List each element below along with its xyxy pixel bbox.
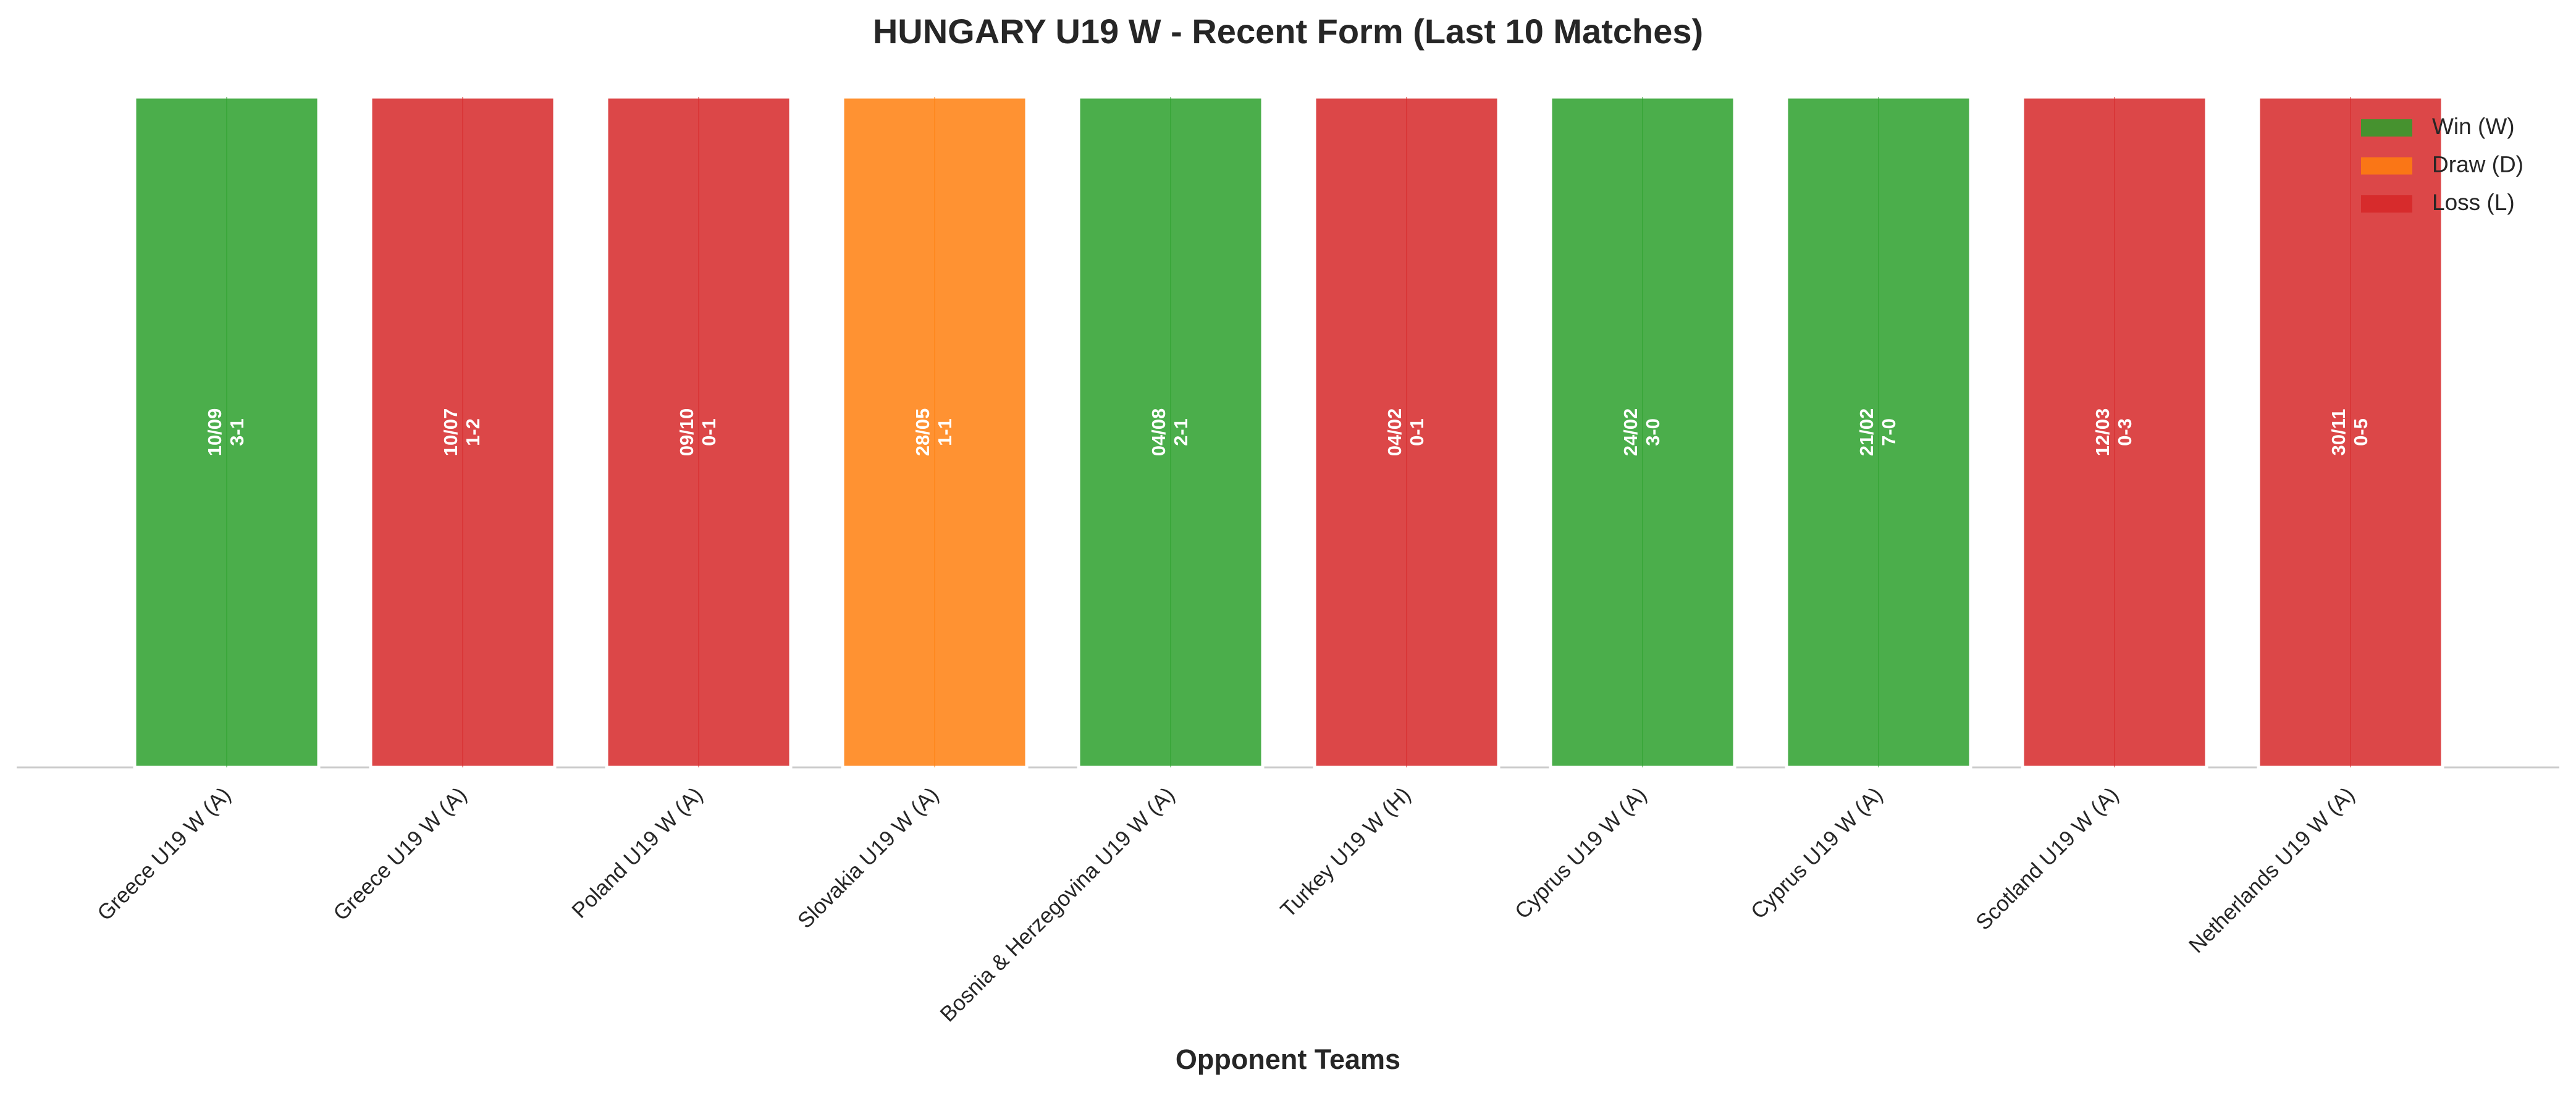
bar-date-label: 09/10 <box>676 408 697 457</box>
bar-date-label: 12/03 <box>2092 408 2113 457</box>
bar-score-label: 7-0 <box>1878 418 1900 446</box>
legend-swatch <box>2361 119 2412 137</box>
legend-label: Draw (D) <box>2432 151 2523 177</box>
legend-swatch <box>2361 157 2412 175</box>
legend-label: Win (W) <box>2432 114 2515 139</box>
bar-date-label: 10/07 <box>440 408 461 457</box>
chart-title: HUNGARY U19 W - Recent Form (Last 10 Mat… <box>873 12 1703 51</box>
bar-score-label: 0-5 <box>2350 418 2372 446</box>
x-axis-label: Opponent Teams <box>1176 1044 1400 1075</box>
bar-score-label: 2-1 <box>1170 418 1192 446</box>
bar-score-label: 0-3 <box>2114 418 2136 446</box>
bar-date-label: 24/02 <box>1620 408 1641 457</box>
bar-date-label: 30/11 <box>2328 409 2349 456</box>
bar-score-label: 3-0 <box>1642 418 1664 446</box>
bar-score-label: 3-1 <box>226 418 248 446</box>
bar-date-label: 21/02 <box>1856 408 1877 457</box>
bar-score-label: 0-1 <box>1406 418 1428 446</box>
legend-swatch <box>2361 195 2412 213</box>
legend-label: Loss (L) <box>2432 190 2515 215</box>
bar-score-label: 1-2 <box>462 418 484 446</box>
bar-date-label: 04/08 <box>1148 408 1169 457</box>
bar-score-label: 1-1 <box>934 418 956 446</box>
bar-date-label: 28/05 <box>912 408 933 457</box>
bar-score-label: 0-1 <box>698 418 720 446</box>
bar-date-label: 10/09 <box>204 408 225 457</box>
bar-date-label: 04/02 <box>1384 408 1405 457</box>
